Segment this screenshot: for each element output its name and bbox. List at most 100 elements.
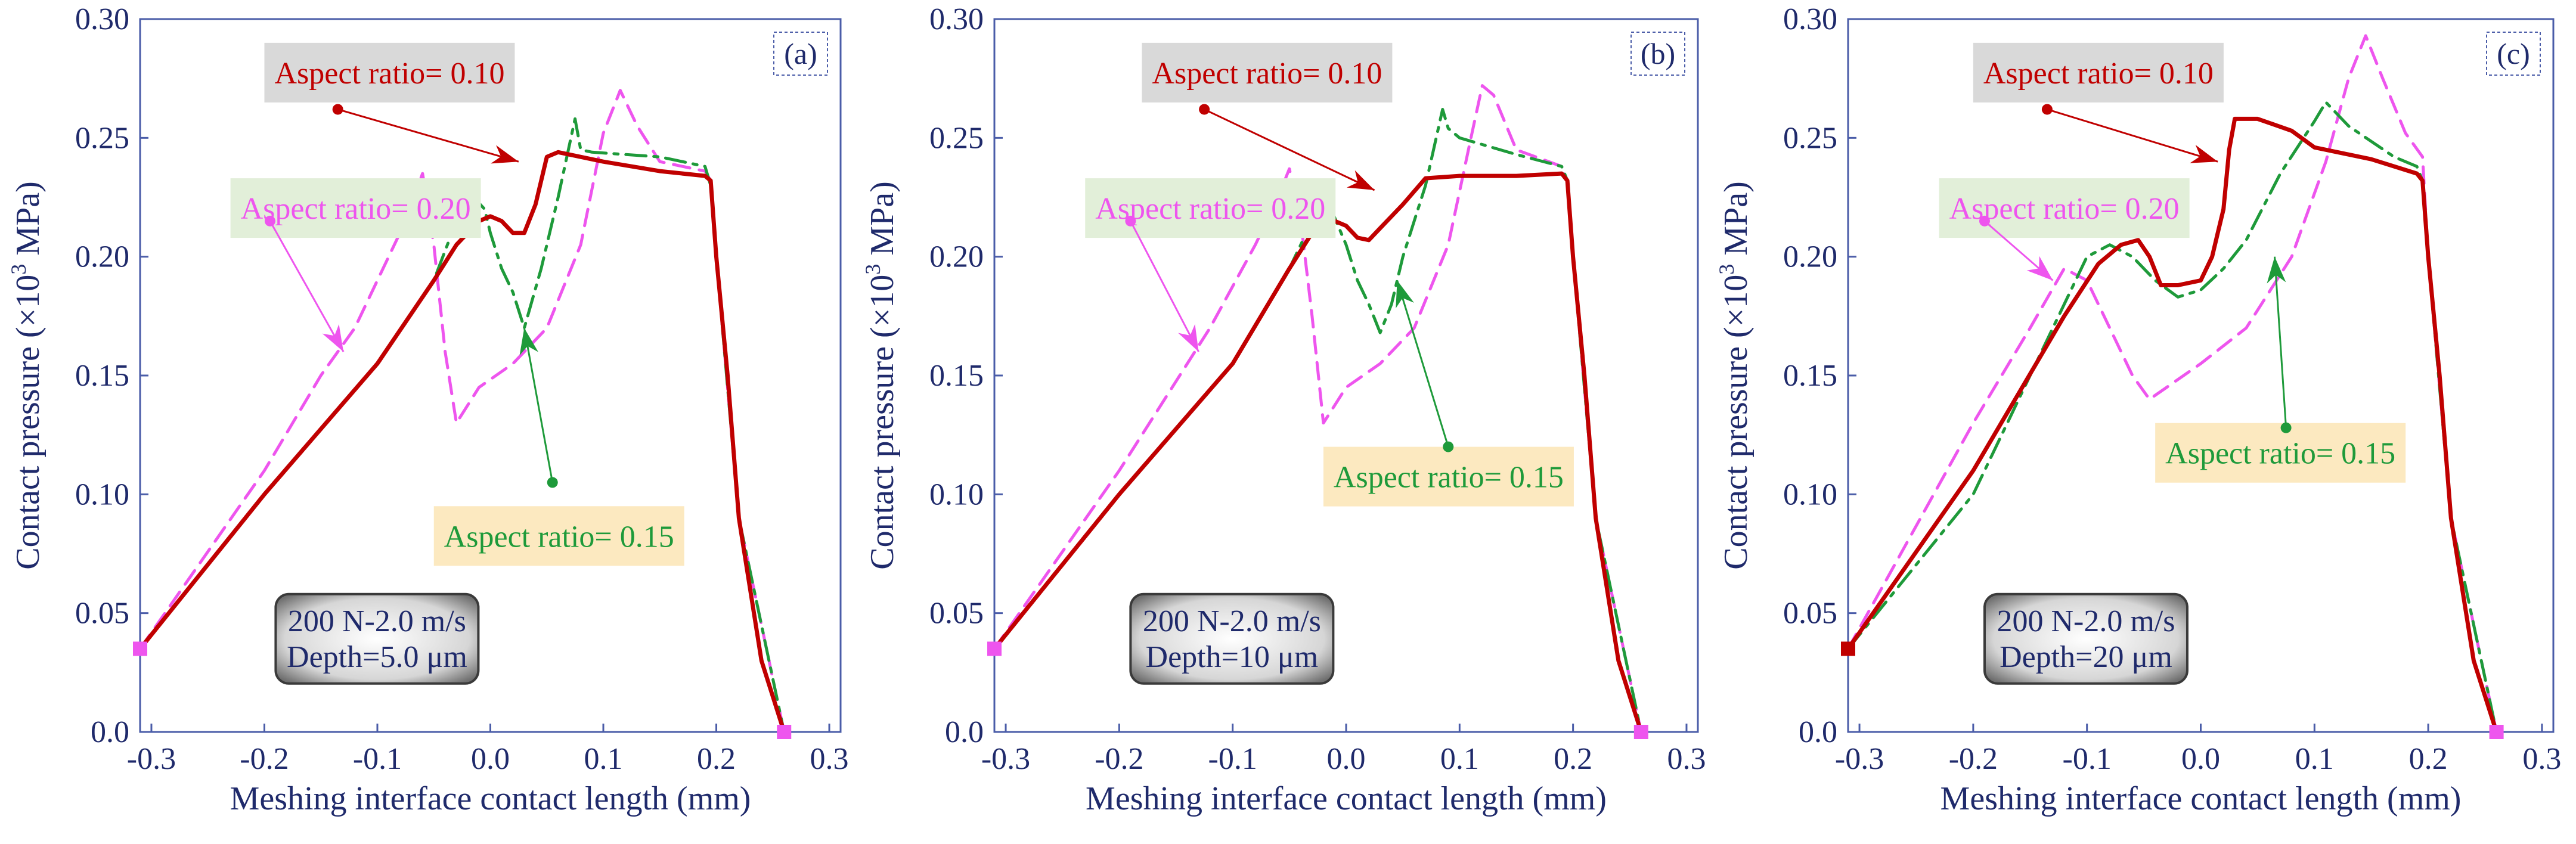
y-tick-label: 0.30	[75, 2, 129, 36]
plot-frame	[139, 18, 842, 733]
annotation-arrowhead	[519, 328, 539, 356]
annotation-arrowhead	[2267, 256, 2286, 284]
series-line-020	[1846, 34, 2498, 734]
plot-frame	[1847, 18, 2555, 733]
series-line-010	[1846, 116, 2499, 734]
x-tick-label: 0.2	[697, 742, 736, 776]
annotation-label: Aspect ratio= 0.10	[1983, 57, 2214, 91]
annotation-label: Aspect ratio= 0.15	[2165, 437, 2395, 471]
x-tick-label: -0.2	[240, 742, 289, 776]
x-tick-label: -0.3	[981, 742, 1030, 776]
start-marker	[987, 641, 1002, 656]
y-tick-label: 0.30	[1783, 2, 1837, 36]
x-axis-title: Meshing interface contact length (mm)	[230, 780, 751, 817]
y-tick-label: 0.10	[1783, 477, 1837, 511]
chart-panel-2: 0.0 0.05 0.10 0.15 0.20 0.25 0.30 -0.3 -0.2 -0.1 0…	[861, 2, 1706, 817]
x-tick-label: 0.3	[810, 742, 849, 776]
condition-box	[1129, 592, 1335, 685]
y-tick-label: 0.15	[75, 359, 129, 393]
annotation-dot	[332, 104, 343, 115]
end-marker	[1633, 725, 1648, 739]
y-axis-title-main: Contact pressure (×10	[864, 275, 901, 570]
condition-load-speed: 200 N-2.0 m/s	[288, 604, 466, 638]
end-marker	[2489, 725, 2504, 739]
x-tick-label: -0.1	[2063, 742, 2112, 776]
series-line-010	[138, 150, 786, 734]
x-tick-label: 0.1	[584, 742, 623, 776]
annotation-leader	[2274, 256, 2287, 428]
annotation-box	[1939, 178, 2190, 238]
annotation-leader	[1204, 108, 1375, 191]
x-tick-label: -0.1	[353, 742, 402, 776]
panel-label: (b)	[1641, 37, 1675, 70]
annotation-arrowhead	[491, 145, 519, 164]
annotation-arrowhead	[322, 324, 344, 352]
series-line-010	[992, 171, 1644, 734]
y-axis-title-unit: MPa)	[1718, 181, 1754, 263]
annotation-leader	[1396, 280, 1449, 448]
x-tick-label: 0.3	[1667, 742, 1706, 776]
y-tick-label: 0.25	[1783, 121, 1837, 155]
annotation-box	[1142, 42, 1393, 103]
start-marker	[133, 641, 147, 656]
condition-load-speed: 200 N-2.0 m/s	[1143, 604, 1321, 638]
y-axis-title-main: Contact pressure (×10	[1718, 275, 1754, 570]
annotation-arrowhead	[2190, 145, 2218, 163]
annotation-box	[1323, 446, 1574, 507]
plot-frame	[993, 18, 1699, 733]
end-marker	[777, 725, 792, 739]
condition-depth: Depth=5.0 μm	[287, 640, 467, 674]
x-tick-label: -0.1	[1208, 742, 1257, 776]
annotation-dot	[2041, 104, 2053, 115]
annotation-box	[264, 42, 515, 103]
annotation-box	[433, 506, 684, 566]
annotation-arrowhead	[1396, 280, 1414, 309]
x-tick-label: 0.2	[2409, 742, 2448, 776]
condition-box	[274, 592, 480, 685]
annotation-dot	[547, 477, 558, 488]
annotation-label: Aspect ratio= 0.10	[1152, 57, 1382, 91]
start-marker	[1841, 641, 1855, 656]
annotation-label: Aspect ratio= 0.10	[274, 57, 504, 91]
y-axis-title-exponent: 3	[7, 264, 30, 275]
y-tick-label: 0.15	[929, 359, 984, 393]
annotation-box	[230, 178, 481, 238]
annotation-box	[2155, 423, 2406, 483]
annotation-leader	[2047, 108, 2218, 163]
y-tick-label: 0.10	[929, 477, 984, 511]
x-tick-label: 0.0	[1327, 742, 1366, 776]
y-axis-title-unit: MPa)	[10, 181, 47, 263]
annotation-label: Aspect ratio= 0.15	[1334, 461, 1564, 495]
annotation-leader	[1130, 221, 1199, 352]
y-tick-label: 0.0	[91, 715, 129, 749]
chart-panel-3: 0.0 0.05 0.10 0.15 0.20 0.25 0.30 -0.3 -0.2 -0.1 0…	[1715, 2, 2561, 817]
annotation-arrowhead	[1346, 170, 1375, 191]
annotation-dot	[1199, 104, 1210, 115]
y-axis-title-main: Contact pressure (×10	[10, 275, 47, 570]
x-tick-label: 0.0	[471, 742, 510, 776]
annotation-leader	[269, 221, 345, 352]
y-tick-label: 0.10	[75, 477, 129, 511]
x-tick-label: 0.1	[1440, 742, 1479, 776]
y-axis-title-exponent: 3	[861, 264, 885, 275]
y-tick-label: 0.25	[929, 121, 984, 155]
y-axis-title: Contact pressure (×103 MPa)	[861, 181, 901, 569]
y-tick-label: 0.20	[75, 240, 129, 274]
y-tick-label: 0.30	[929, 2, 984, 36]
panel-label: (c)	[2497, 37, 2530, 70]
annotation-box	[1973, 42, 2224, 103]
chart-panel-1: 0.0 0.05 0.10 0.15 0.20 0.25 0.30 -0.3 -0.2 -0.1 0…	[7, 2, 849, 817]
annotation-label: Aspect ratio= 0.20	[241, 192, 471, 226]
annotation-label: Aspect ratio= 0.15	[444, 520, 674, 554]
x-tick-label: 0.3	[2522, 742, 2561, 776]
y-tick-label: 0.25	[75, 121, 129, 155]
annotation-leader	[523, 327, 554, 483]
x-axis-title: Meshing interface contact length (mm)	[1940, 780, 2462, 817]
panel-label-box	[773, 32, 828, 76]
annotation-arrowhead	[2026, 256, 2053, 281]
annotation-dot	[1443, 441, 1454, 452]
condition-load-speed: 200 N-2.0 m/s	[1997, 604, 2175, 638]
x-axis-title: Meshing interface contact length (mm)	[1086, 780, 1607, 817]
condition-depth: Depth=10 μm	[1146, 640, 1319, 674]
